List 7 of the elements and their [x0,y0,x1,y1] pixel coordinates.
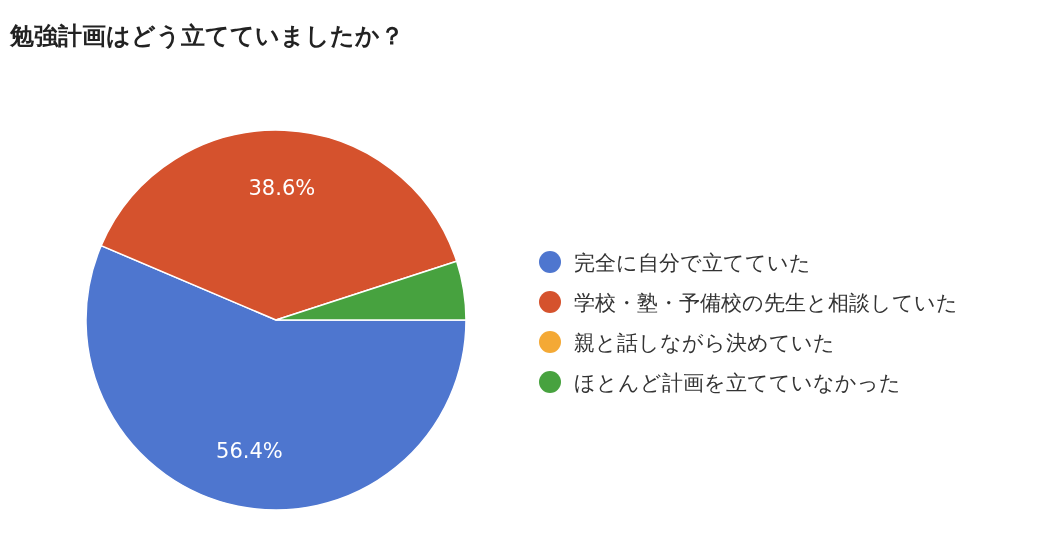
data-label: 56.4% [216,439,283,464]
chart-title: 勉強計画はどう立てていましたか？ [9,22,404,50]
legend-label: 親と話しながら決めていた [574,331,835,355]
legend-label: 学校・塾・予備校の先生と相談していた [574,291,958,315]
data-label: 38.6% [248,176,316,201]
legend-label: 完全に自分で立てていた [574,251,811,275]
legend-label: ほとんど計画を立てていなかった [574,371,901,395]
